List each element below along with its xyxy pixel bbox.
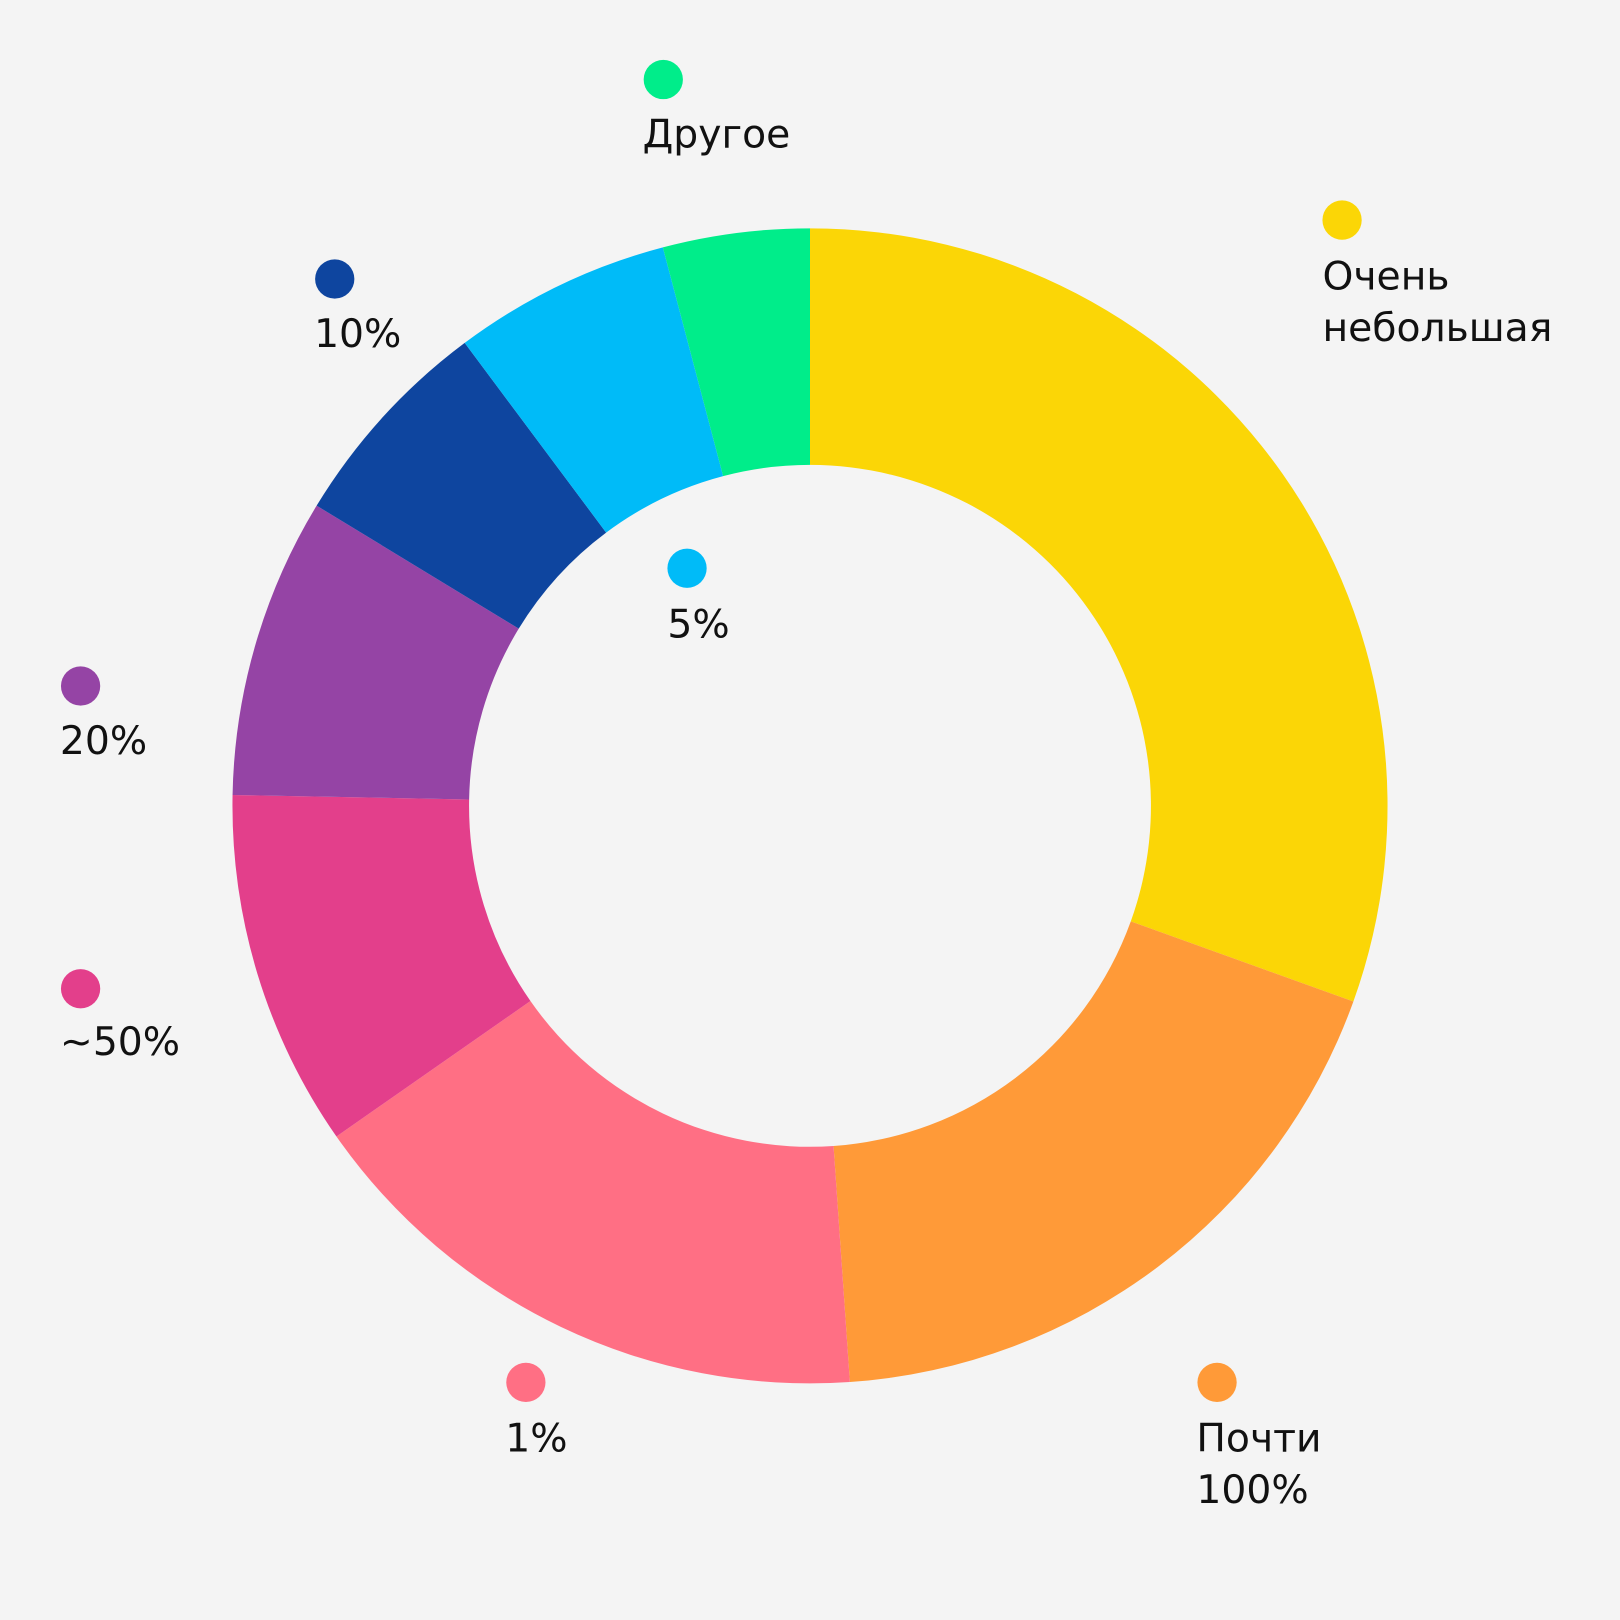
legend-marker [315,259,355,299]
legend-marker [506,1362,546,1402]
donut-slice [336,1001,850,1384]
slice-label: Очень небольшая [1322,253,1553,351]
donut-slice [833,921,1354,1383]
legend-marker [1322,200,1362,240]
donut-slice [464,247,724,533]
donut-slice [232,794,531,1137]
slice-label: Другое [642,111,791,158]
legend-marker [60,969,101,1009]
slice-label: 1% [505,1415,568,1461]
slice-label: 20% [59,718,148,764]
slice-label: ~50% [59,1018,181,1065]
donut-slice [316,342,607,629]
legend-marker [60,666,101,706]
donut-slice [809,228,1388,1002]
slice-label: Почти 100% [1196,1415,1322,1513]
legend-marker [643,59,683,100]
legend-marker [667,548,707,588]
donut-slice [662,228,810,477]
legend-marker [1197,1362,1237,1402]
slice-label: 10% [314,310,402,357]
slice-label: 5% [667,601,730,647]
donut-slice [232,505,519,800]
